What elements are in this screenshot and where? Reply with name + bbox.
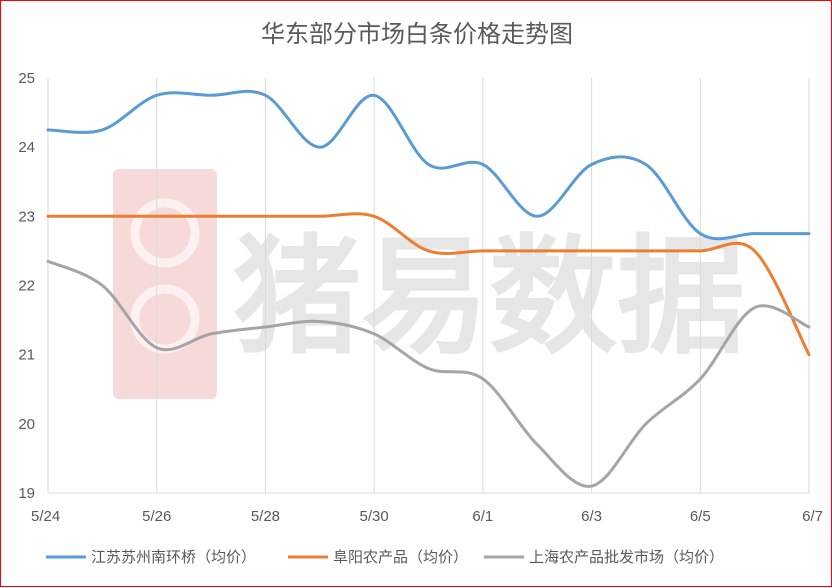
x-tick-label: 5/24: [31, 508, 60, 525]
watermark-text: 猪易数据: [233, 223, 745, 372]
watermark: 猪易数据: [113, 169, 745, 399]
chart-title: 华东部分市场白条价格走势图: [261, 20, 573, 48]
x-tick-label: 5/30: [360, 508, 389, 525]
y-tick-label: 25: [18, 70, 35, 87]
x-axis-ticks: 5/24 5/26 5/28 5/30 6/1 6/3 6/5 6/7: [31, 508, 823, 525]
series-line-3: [46, 259, 811, 488]
legend: 江苏苏州南环桥（均价） 阜阳农产品（均价） 上海农产品批发市场（均价）: [46, 548, 724, 566]
legend-label: 阜阳农产品（均价）: [333, 548, 468, 566]
y-tick-label: 20: [18, 416, 35, 433]
pig-logo-circle-top: [130, 198, 200, 268]
x-tick-label: 6/5: [690, 508, 711, 525]
x-tick-label: 6/7: [802, 508, 823, 525]
grid: [47, 78, 810, 494]
series-line-2: [46, 212, 811, 357]
y-tick-label: 19: [18, 485, 35, 502]
legend-label: 上海农产品批发市场（均价）: [529, 548, 724, 566]
x-tick-label: 6/3: [581, 508, 602, 525]
y-tick-label: 22: [18, 278, 35, 295]
x-tick-label: 6/1: [472, 508, 493, 525]
legend-label: 江苏苏州南环桥（均价）: [91, 548, 256, 566]
x-tick-label: 5/28: [251, 508, 280, 525]
x-tick-label: 5/26: [142, 508, 171, 525]
y-tick-label: 21: [18, 347, 35, 364]
series-lines: [46, 89, 811, 488]
y-tick-label: 23: [18, 208, 35, 225]
y-tick-label: 24: [18, 139, 35, 156]
y-axis-ticks: 19 20 21 22 23 24 25: [18, 70, 35, 502]
series-line-1: [46, 89, 811, 241]
